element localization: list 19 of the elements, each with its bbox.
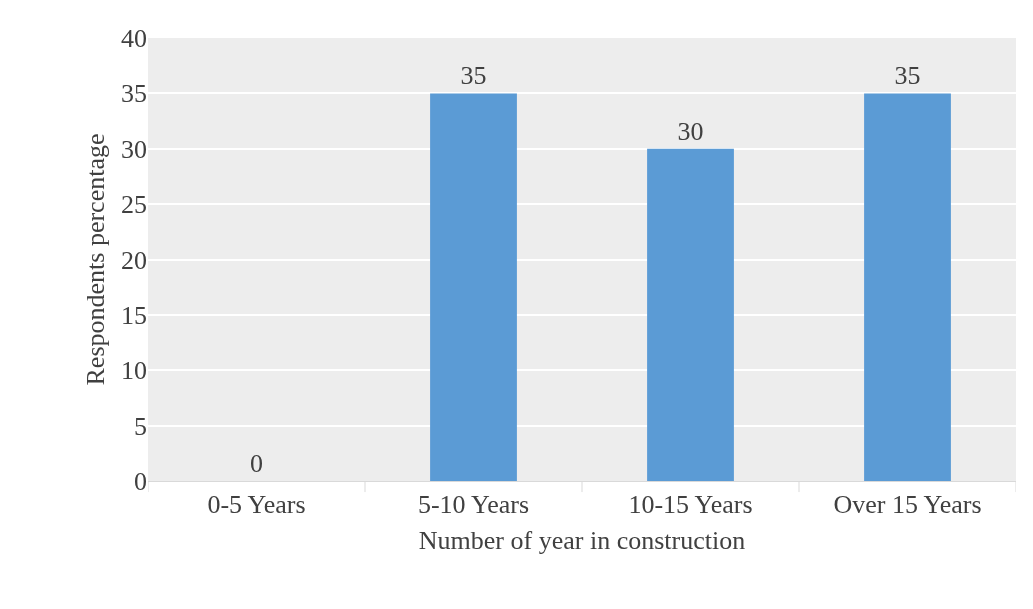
y-tick-label: 0	[134, 467, 147, 497]
y-tick-label: 40	[121, 24, 147, 54]
data-label: 35	[894, 61, 921, 91]
data-label: 35	[460, 61, 487, 91]
y-tick-label: 10	[121, 356, 147, 386]
x-tick-label: 0-5 Years	[207, 490, 306, 520]
y-tick-label: 30	[121, 134, 147, 164]
y-tick-label: 5	[134, 411, 147, 441]
data-label: 30	[677, 116, 704, 146]
x-tick-label: 5-10 Years	[417, 490, 530, 520]
x-tick-label: Over 15 Years	[833, 490, 982, 520]
y-tick-label: 15	[121, 300, 147, 330]
y-tick-label: 25	[121, 190, 147, 220]
x-axis-title: Number of year in construction	[418, 525, 746, 555]
y-tick-label: 20	[121, 245, 147, 275]
data-label: 0	[250, 449, 263, 478]
x-tick-label: 10-15 Years	[628, 490, 753, 520]
y-axis-title: Respondents percentage	[81, 133, 111, 386]
y-tick-label: 35	[121, 79, 147, 109]
